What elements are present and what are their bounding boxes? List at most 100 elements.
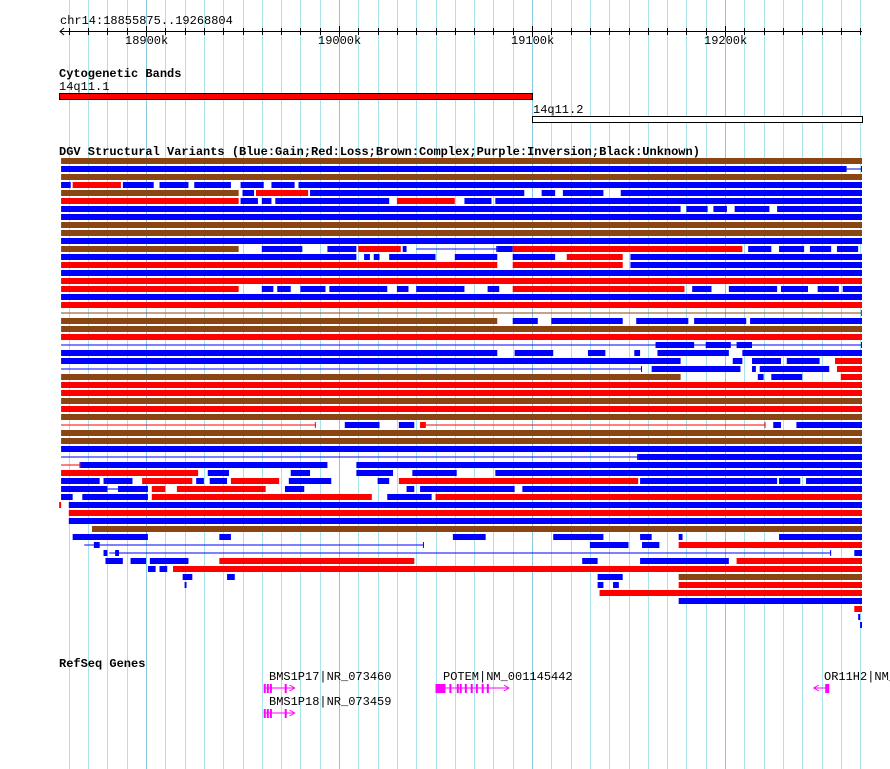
variant-segment[interactable] (732, 358, 743, 364)
variant-segment[interactable] (82, 494, 148, 500)
variant-segment[interactable] (288, 478, 332, 484)
variant-segment[interactable] (142, 478, 193, 484)
variant-segment[interactable] (364, 254, 370, 260)
variant-segment[interactable] (61, 270, 862, 276)
variant-segment[interactable] (750, 318, 862, 324)
variant-segment[interactable] (686, 206, 708, 212)
variant-segment[interactable] (61, 198, 239, 204)
variant-segment[interactable] (630, 262, 862, 268)
gene-label[interactable]: OR11H2|NM_0 (824, 670, 890, 684)
variant-segment[interactable] (61, 214, 862, 220)
variant-segment[interactable] (240, 182, 264, 188)
variant-segment[interactable] (105, 558, 123, 564)
variant-connector-line[interactable] (846, 168, 862, 170)
variant-segment[interactable] (173, 566, 862, 572)
variant-connector-line[interactable] (61, 312, 862, 314)
variant-segment[interactable] (118, 486, 148, 492)
variant-segment[interactable] (61, 166, 847, 172)
variant-segment[interactable] (373, 254, 380, 260)
variant-segment[interactable] (61, 206, 681, 212)
variant-segment[interactable] (182, 574, 193, 580)
variant-segment[interactable] (678, 542, 862, 548)
variant-segment[interactable] (854, 550, 862, 556)
variant-segment[interactable] (514, 350, 554, 356)
variant-segment[interactable] (61, 190, 239, 196)
variant-segment[interactable] (495, 470, 862, 476)
variant-segment[interactable] (620, 190, 862, 196)
variant-connector-line[interactable] (84, 544, 424, 546)
gene-glyph[interactable] (435, 684, 510, 693)
variant-segment[interactable] (435, 494, 863, 500)
variant-segment[interactable] (736, 342, 753, 348)
variant-segment[interactable] (817, 286, 839, 292)
variant-segment[interactable] (277, 286, 291, 292)
variant-segment[interactable] (242, 190, 255, 196)
variant-connector-line[interactable] (107, 488, 119, 490)
variant-segment[interactable] (398, 422, 415, 428)
variant-connector-line[interactable] (61, 368, 643, 370)
variant-segment[interactable] (284, 486, 305, 492)
variant-segment[interactable] (240, 198, 258, 204)
variant-segment[interactable] (752, 358, 781, 364)
variant-segment[interactable] (642, 542, 660, 548)
variant-segment[interactable] (734, 206, 770, 212)
variant-segment[interactable] (61, 238, 862, 244)
variant-segment[interactable] (196, 478, 204, 484)
variant-segment[interactable] (356, 470, 394, 476)
variant-segment[interactable] (836, 246, 859, 252)
variant-segment[interactable] (512, 246, 743, 252)
variant-segment[interactable] (61, 390, 862, 396)
variant-segment[interactable] (61, 294, 862, 300)
variant-segment[interactable] (271, 182, 295, 188)
variant-segment[interactable] (122, 182, 154, 188)
variant-segment[interactable] (61, 470, 199, 476)
variant-segment[interactable] (91, 526, 862, 532)
variant-segment[interactable] (61, 222, 862, 228)
variant-segment[interactable] (230, 478, 280, 484)
variant-segment[interactable] (779, 534, 862, 540)
variant-segment[interactable] (61, 398, 862, 404)
variant-segment[interactable] (452, 534, 486, 540)
variant-segment[interactable] (298, 182, 863, 188)
variant-segment[interactable] (512, 318, 538, 324)
variant-segment[interactable] (779, 246, 805, 252)
variant-segment[interactable] (61, 174, 862, 180)
variant-segment[interactable] (589, 542, 629, 548)
variant-segment[interactable] (835, 358, 862, 364)
variant-segment[interactable] (406, 486, 415, 492)
variant-segment[interactable] (464, 198, 492, 204)
variant-segment[interactable] (840, 374, 862, 380)
variant-segment[interactable] (68, 510, 863, 516)
variant-segment[interactable] (657, 350, 729, 356)
variant-segment[interactable] (310, 190, 525, 196)
variant-segment[interactable] (61, 406, 862, 412)
variant-segment[interactable] (420, 422, 426, 428)
variant-segment[interactable] (454, 254, 498, 260)
variant-segment[interactable] (61, 254, 357, 260)
variant-segment[interactable] (159, 566, 168, 572)
gene-label[interactable]: BMS1P17|NR_073460 (269, 670, 392, 684)
variant-segment[interactable] (396, 286, 409, 292)
variant-segment[interactable] (256, 190, 309, 196)
variant-segment[interactable] (103, 478, 133, 484)
variant-segment[interactable] (728, 286, 778, 292)
variant-segment[interactable] (300, 286, 326, 292)
variant-connector-line[interactable] (61, 424, 316, 426)
variant-segment[interactable] (61, 438, 862, 444)
variant-segment[interactable] (61, 486, 108, 492)
variant-segment[interactable] (209, 478, 228, 484)
variant-segment[interactable] (290, 470, 311, 476)
variant-segment[interactable] (130, 558, 146, 564)
variant-segment[interactable] (396, 198, 455, 204)
variant-segment[interactable] (227, 574, 235, 580)
variant-segment[interactable] (771, 374, 803, 380)
variant-segment[interactable] (551, 318, 623, 324)
variant-segment[interactable] (522, 486, 862, 492)
variant-segment[interactable] (736, 558, 862, 564)
variant-segment[interactable] (416, 286, 465, 292)
variant-connector-line[interactable] (416, 248, 498, 250)
variant-segment[interactable] (497, 246, 513, 252)
variant-segment[interactable] (151, 486, 166, 492)
variant-segment[interactable] (72, 182, 121, 188)
variant-connector-line[interactable] (61, 464, 81, 466)
